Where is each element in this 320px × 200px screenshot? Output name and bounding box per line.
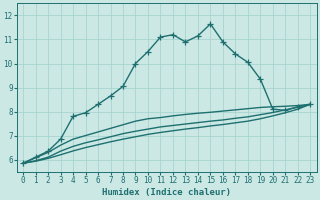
X-axis label: Humidex (Indice chaleur): Humidex (Indice chaleur) <box>102 188 231 197</box>
